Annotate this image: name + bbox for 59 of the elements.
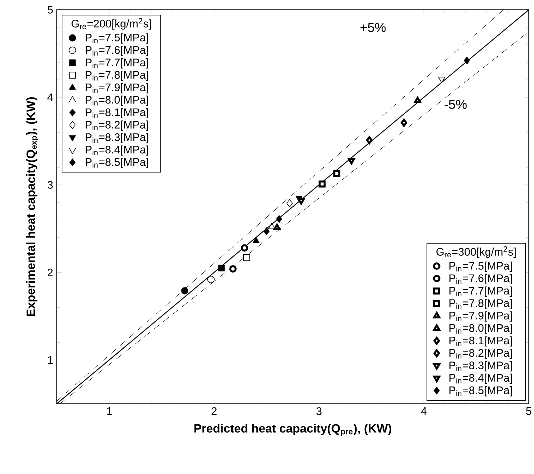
text: G$_{re}$=300[kg/m$^{2}$s] — [436, 246, 516, 258]
point — [400, 118, 408, 127]
legend-label: P$_{in}$=7.5[MPa] — [450, 262, 512, 272]
legend-label: P$_{in}$=7.8[MPa] — [450, 299, 512, 310]
point — [286, 199, 293, 208]
x-tick-label: 2 — [212, 408, 217, 416]
point — [438, 76, 446, 84]
x-tick-label: 5 — [526, 408, 532, 416]
point — [218, 265, 225, 272]
point — [274, 224, 281, 231]
legend-label: P$_{in}$=7.9[MPa] — [450, 312, 512, 322]
point — [276, 215, 282, 224]
legend-label: P$_{in}$=8.4[MPa] — [450, 374, 512, 384]
point — [298, 198, 305, 205]
y-tick-label: 1 — [48, 356, 53, 364]
point — [230, 265, 237, 273]
legend-label: P$_{in}$=8.5[MPa] — [450, 386, 512, 397]
legend-label: P$_{in}$=7.9[MPa] — [86, 83, 148, 94]
point — [268, 223, 276, 230]
legend-label: P$_{in}$=8.3[MPa] — [450, 361, 512, 372]
text: Predicted heat capacity(Q$_{pre}$), (KW) — [194, 424, 392, 436]
point — [208, 276, 215, 284]
y-tick-label: 4 — [48, 94, 54, 102]
legend-label: P$_{in}$=8.4[MPa] — [86, 146, 148, 156]
legend-label: P$_{in}$=8.1[MPa] — [450, 336, 512, 347]
y-tick-label: 3 — [48, 181, 53, 189]
legend-label: P$_{in}$=8.1[MPa] — [86, 108, 148, 119]
y-tick-label: 2 — [48, 268, 53, 276]
legend-label: P$_{in}$=7.6[MPa] — [86, 46, 148, 56]
x-tick-label: 1 — [107, 408, 112, 416]
legend-label: P$_{in}$=8.2[MPa] — [450, 349, 512, 360]
point — [366, 136, 373, 144]
legend-label: P$_{in}$=8.0[MPa] — [86, 96, 148, 106]
point — [264, 228, 270, 236]
point — [414, 97, 422, 104]
annotation: +5% — [360, 23, 386, 32]
point — [348, 158, 356, 165]
x-tick-label: 3 — [316, 408, 322, 416]
legend-label: P$_{in}$=7.8[MPa] — [86, 70, 148, 82]
point — [252, 237, 260, 244]
legend-label: P$_{in}$=8.2[MPa] — [86, 120, 148, 131]
x-tick-label: 4 — [421, 408, 427, 416]
legend-label: P$_{in}$=8.3[MPa] — [86, 133, 148, 144]
legend-label: P$_{in}$=7.7[MPa] — [450, 286, 512, 297]
legend-label: P$_{in}$=7.6[MPa] — [450, 274, 512, 285]
text: G$_{re}$=200[kg/m$^{2}$s] — [72, 18, 152, 30]
annotation: -5% — [444, 100, 467, 110]
legend-label: P$_{in}$=8.0[MPa] — [450, 324, 512, 334]
point — [243, 254, 250, 262]
legend-label: P$_{in}$=8.5[MPa] — [86, 158, 148, 168]
legend-label: P$_{in}$=7.7[MPa] — [86, 58, 148, 69]
point — [334, 170, 341, 178]
y-tick-label: 5 — [48, 6, 54, 14]
point — [464, 56, 470, 65]
point — [318, 180, 326, 188]
point — [181, 287, 189, 295]
point — [241, 244, 248, 252]
legend-label: P$_{in}$=7.5[MPa] — [86, 34, 148, 44]
text: Experimental heat capacity(Q$_{exp}$), (KW) — [26, 98, 39, 316]
